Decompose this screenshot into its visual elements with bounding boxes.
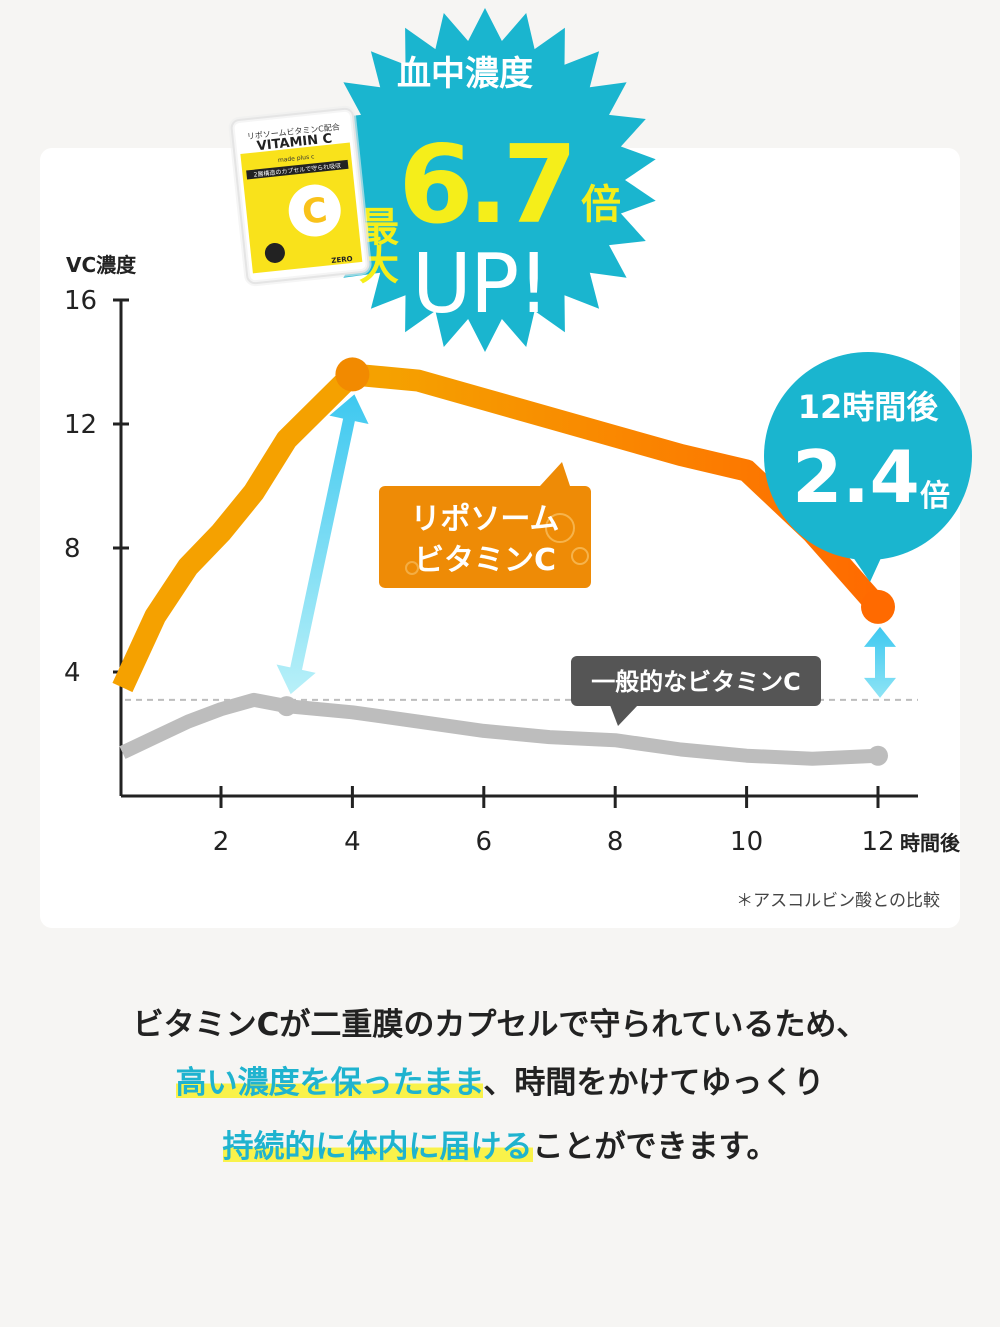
copy-line-3-text: ことができます。 <box>532 1129 778 1165</box>
liposome-label-line2: ビタミンC <box>414 543 556 578</box>
copy-line-2: 高い濃度を保ったまま、時間をかけてゆっくり <box>0 1065 1000 1101</box>
series-normal-end-marker <box>868 745 888 766</box>
x-tick-label: 10 <box>730 827 763 857</box>
burst-unit-text: 倍 <box>581 182 621 228</box>
copy-line-1: ビタミンCが二重膜のカプセルで守られているため、 <box>0 1010 1000 1041</box>
product-pouch-image: リポソームビタミンC配合 VITAMIN C made plus c 2層構造の… <box>228 105 372 287</box>
x-tick-label: 12 <box>861 827 894 857</box>
copy-line-2-highlight: 高い濃度を保ったまま <box>175 1065 484 1101</box>
copy-line-3-highlight: 持続的に体内に届ける <box>222 1129 533 1165</box>
y-tick-label: 4 <box>64 658 81 688</box>
x-tick-label: 4 <box>344 827 361 857</box>
liposome-label-line1: リポソーム <box>410 502 559 537</box>
x-axis: 2 4 6 8 10 12 時間後 <box>121 786 960 857</box>
x-axis-label: 時間後 <box>900 831 960 855</box>
end-arrow-shape <box>864 626 896 698</box>
pouch-brand: ZERO <box>331 255 353 265</box>
x-tick-label: 6 <box>476 827 493 857</box>
footnote: ＊アスコルビン酸との比較 <box>736 891 940 911</box>
burst-up-text: UP! <box>412 237 548 332</box>
y-axis: 16 12 8 4 <box>64 286 129 796</box>
liposome-label: リポソーム ビタミンC <box>379 462 591 588</box>
series-layer <box>112 357 895 766</box>
y-axis-label: VC濃度 <box>66 253 137 277</box>
peak-arrow-shape <box>276 394 369 695</box>
copy-line-3: 持続的に体内に届けることができます。 <box>0 1129 1000 1165</box>
burst-value-text: 6.7 <box>398 123 571 248</box>
x-tick-label: 2 <box>213 827 230 857</box>
series-liposome-end-marker <box>861 589 895 624</box>
pouch-badge: C <box>300 190 329 232</box>
y-tick-label: 8 <box>64 534 81 564</box>
y-tick-label: 12 <box>64 410 97 440</box>
y-tick-label: 16 <box>64 286 97 316</box>
bubble-value-text: 2.4 <box>792 435 920 519</box>
comparison-arrow-12h <box>864 626 896 698</box>
max-increase-burst: 血中濃度 最大 6.7 倍 UP! <box>314 8 656 352</box>
copy-line-1-text: ビタミンCが二重膜のカプセルで守られているため、 <box>132 1007 868 1043</box>
x-tick-label: 8 <box>607 827 624 857</box>
burst-top-text: 血中濃度 <box>397 54 533 94</box>
series-liposome-peak-marker <box>335 357 370 392</box>
copy-line-2-text: 、時間をかけてゆっくり <box>483 1065 825 1101</box>
bubble-unit-text: 倍 <box>920 479 950 514</box>
comparison-arrow-peak <box>276 394 369 695</box>
series-normal-line <box>119 692 879 766</box>
bubble-top-text: 12時間後 <box>798 388 940 426</box>
pouch-line3: made plus c <box>278 153 315 164</box>
12h-ratio-bubble: 12時間後 2.4 倍 <box>764 352 972 582</box>
normal-label: 一般的なビタミンC <box>571 656 821 726</box>
series-normal-peak-marker <box>276 696 297 717</box>
normal-label-text: 一般的なビタミンC <box>591 668 801 696</box>
